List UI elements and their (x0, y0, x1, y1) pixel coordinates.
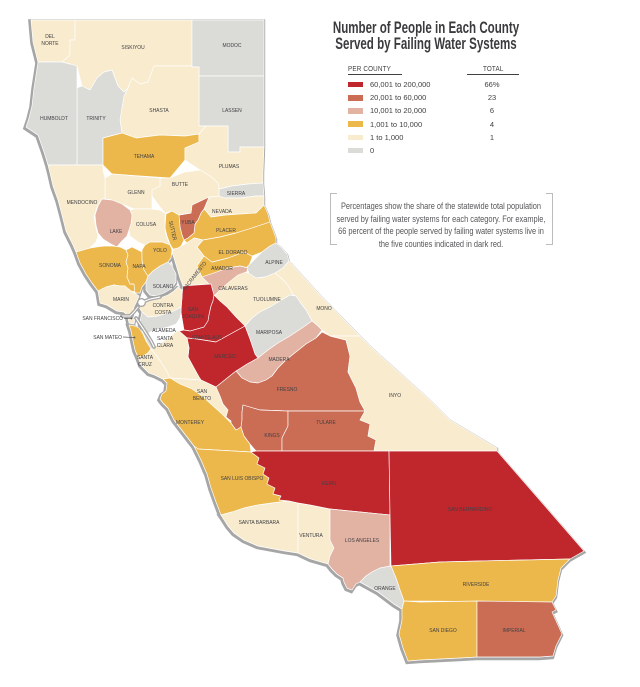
svg-text:MONO: MONO (316, 306, 331, 312)
svg-text:SAN FRANCISCO: SAN FRANCISCO (82, 316, 123, 322)
svg-text:CALAVERAS: CALAVERAS (218, 286, 248, 292)
svg-text:CRUZ: CRUZ (138, 362, 152, 368)
svg-text:BENITO: BENITO (193, 396, 211, 402)
svg-text:YUBA: YUBA (181, 220, 195, 226)
svg-text:GLENN: GLENN (127, 190, 144, 196)
svg-text:TRINITY: TRINITY (86, 116, 106, 122)
svg-text:KINGS: KINGS (264, 433, 280, 439)
svg-text:SUTTER: SUTTER (167, 220, 178, 241)
svg-text:EL DORADO: EL DORADO (219, 250, 248, 256)
svg-text:MENDOCINO: MENDOCINO (67, 200, 98, 206)
svg-text:DEL: DEL (45, 34, 55, 40)
svg-text:PLACER: PLACER (216, 228, 236, 234)
svg-text:TUOLUMNE: TUOLUMNE (253, 297, 281, 303)
svg-text:SAN BERNARDINO: SAN BERNARDINO (448, 507, 492, 513)
svg-text:SANTA BARBARA: SANTA BARBARA (239, 520, 280, 526)
svg-text:SAN: SAN (188, 307, 198, 313)
svg-text:NEVADA: NEVADA (212, 209, 232, 215)
svg-text:SAN MATEO: SAN MATEO (93, 335, 122, 341)
svg-text:SANTA: SANTA (157, 336, 174, 342)
svg-text:ALPINE: ALPINE (265, 260, 283, 266)
svg-text:MONTEREY: MONTEREY (176, 420, 204, 426)
svg-text:YOLO: YOLO (153, 248, 167, 254)
svg-text:SAN DIEGO: SAN DIEGO (429, 628, 456, 634)
svg-text:AMADOR: AMADOR (211, 266, 233, 272)
svg-text:NAPA: NAPA (132, 264, 146, 270)
svg-text:MODOC: MODOC (223, 43, 242, 49)
svg-text:COLUSA: COLUSA (136, 222, 157, 228)
svg-text:PLUMAS: PLUMAS (219, 164, 240, 170)
svg-text:LASSEN: LASSEN (222, 108, 242, 114)
svg-text:SANTA: SANTA (137, 355, 154, 361)
svg-text:MADERA: MADERA (268, 357, 290, 363)
svg-text:SOLANO: SOLANO (153, 284, 174, 290)
svg-text:SISKIYOU: SISKIYOU (121, 45, 145, 51)
svg-text:CONTRA: CONTRA (153, 303, 174, 309)
svg-text:BUTTE: BUTTE (172, 182, 189, 188)
svg-text:HUMBOLDT: HUMBOLDT (40, 116, 68, 122)
svg-text:VENTURA: VENTURA (299, 533, 323, 539)
svg-text:SIERRA: SIERRA (227, 191, 246, 197)
svg-text:TULARE: TULARE (316, 420, 336, 426)
svg-text:RIVERSIDE: RIVERSIDE (463, 582, 490, 588)
svg-text:MARIN: MARIN (113, 297, 129, 303)
svg-text:ORANGE: ORANGE (374, 586, 396, 592)
svg-text:LAKE: LAKE (110, 229, 123, 235)
svg-text:MERCED: MERCED (214, 354, 236, 360)
svg-text:SHASTA: SHASTA (149, 108, 169, 114)
svg-text:TEHAMA: TEHAMA (134, 154, 155, 160)
svg-text:LOS ANGELES: LOS ANGELES (345, 538, 380, 544)
svg-text:MARIPOSA: MARIPOSA (256, 330, 283, 336)
svg-text:IMPERIAL: IMPERIAL (502, 628, 525, 634)
svg-text:NORTE: NORTE (41, 41, 59, 47)
svg-text:SAN LUIS OBISPO: SAN LUIS OBISPO (221, 476, 264, 482)
svg-text:COSTA: COSTA (155, 310, 172, 316)
svg-text:SAN: SAN (197, 389, 207, 395)
svg-text:STANISLAUS: STANISLAUS (192, 335, 223, 341)
svg-text:SONOMA: SONOMA (99, 263, 121, 269)
svg-text:FRESNO: FRESNO (277, 387, 298, 393)
svg-text:KERN: KERN (322, 481, 336, 487)
svg-text:INYO: INYO (389, 393, 401, 399)
svg-text:JOAQUIN: JOAQUIN (182, 314, 204, 320)
svg-text:ALAMEDA: ALAMEDA (152, 328, 176, 334)
svg-text:CLARA: CLARA (157, 343, 174, 349)
